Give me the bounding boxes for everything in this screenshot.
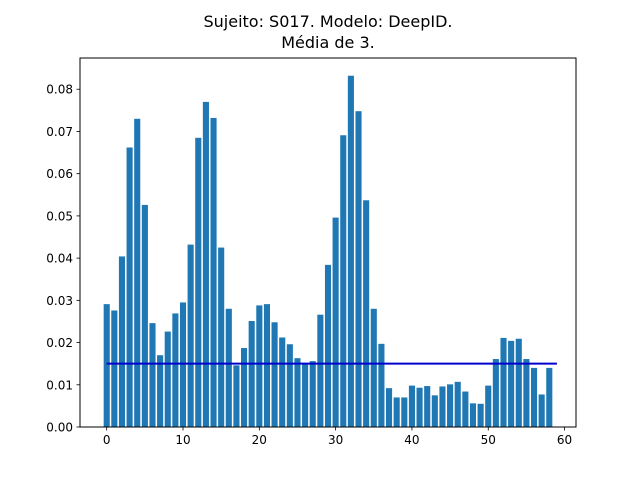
bar: [302, 362, 309, 427]
bar: [462, 391, 469, 427]
y-tick-label: 0.00: [46, 421, 73, 435]
x-tick-label: 40: [404, 433, 419, 447]
y-tick-label: 0.05: [46, 209, 73, 223]
bar-series: [103, 75, 553, 428]
bar: [279, 337, 286, 427]
plot-frame: [79, 57, 577, 428]
bar: [469, 403, 477, 427]
y-axis: 0.00 0.01 0.02 0.03 0.04 0.05 0.06 0.07 0.08: [46, 83, 80, 435]
bar: [210, 117, 217, 427]
bar: [256, 305, 263, 427]
bar: [347, 75, 354, 427]
bar: [530, 367, 538, 427]
x-tick-label: 10: [175, 433, 190, 447]
x-tick-label: 60: [557, 433, 572, 447]
bar: [225, 308, 232, 427]
bar: [141, 204, 148, 427]
x-tick-label: 50: [481, 433, 496, 447]
chart-title-line-1: Sujeito: S017. Modelo: DeepID.: [203, 12, 452, 31]
bar: [179, 302, 187, 427]
bar: [324, 264, 332, 427]
bar: [500, 337, 507, 427]
x-tick-label: 30: [328, 433, 343, 447]
y-tick-label: 0.03: [46, 294, 73, 308]
chart-title-line-2: Média de 3.: [281, 33, 375, 52]
bar: [195, 137, 202, 428]
bar: [370, 308, 377, 427]
bar: [126, 147, 133, 427]
bar: [454, 381, 461, 427]
bar: [134, 118, 141, 428]
bar: [485, 385, 492, 427]
y-tick-label: 0.01: [46, 378, 73, 392]
bar: [447, 384, 454, 427]
bar: [393, 397, 400, 427]
bar: [263, 304, 270, 427]
bar: [317, 314, 324, 427]
y-tick-label: 0.07: [46, 125, 73, 139]
bar: [385, 388, 393, 427]
bar: [172, 313, 179, 427]
bar: [416, 387, 423, 427]
bar: [248, 321, 255, 427]
y-tick-label: 0.08: [46, 83, 73, 97]
bar: [523, 359, 530, 427]
y-tick-label: 0.02: [46, 336, 73, 350]
bar: [378, 343, 385, 427]
bar: [149, 323, 156, 427]
bar: [546, 367, 553, 427]
bar: [439, 386, 446, 427]
x-axis: 0 10 20 30 40 50 60: [103, 427, 572, 447]
bar: [332, 217, 339, 427]
bar: [309, 361, 316, 427]
bar: [157, 355, 164, 427]
bar: [477, 403, 484, 427]
bar: [431, 395, 438, 427]
bar: [233, 365, 240, 427]
x-tick-label: 0: [103, 433, 111, 447]
bar: [271, 322, 278, 427]
bar: [424, 386, 431, 427]
bar: [294, 358, 301, 427]
bar: [286, 344, 293, 427]
bar: [187, 244, 194, 427]
y-tick-label: 0.04: [46, 252, 73, 266]
bar: [241, 348, 248, 427]
bar: [508, 340, 515, 427]
bar: [492, 359, 499, 427]
bar: [164, 331, 171, 427]
bar: [363, 200, 370, 427]
bar: [538, 394, 545, 427]
bar: [218, 247, 225, 427]
bar: [401, 397, 408, 427]
y-tick-label: 0.06: [46, 167, 73, 181]
bar: [408, 385, 415, 427]
bar: [111, 310, 118, 427]
bar: [118, 256, 126, 427]
bar: [103, 304, 110, 427]
bar: [515, 338, 522, 427]
x-tick-label: 20: [252, 433, 267, 447]
bar: [340, 135, 347, 427]
bar: [202, 101, 209, 427]
bar: [355, 111, 362, 427]
